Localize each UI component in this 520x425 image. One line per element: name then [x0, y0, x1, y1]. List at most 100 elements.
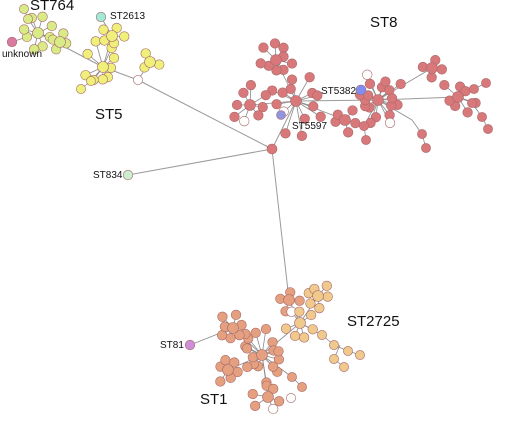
st1-node [234, 329, 245, 341]
tree-labels: ST764 ST8 ST5 ST2725 ST1 ST2613 unknown … [2, 0, 400, 408]
st8-node [467, 98, 477, 108]
st8-node [417, 61, 428, 73]
st1-node-hub [227, 322, 239, 334]
st2725-node [321, 280, 332, 291]
st8-node [312, 90, 323, 101]
tree-edge [377, 99, 413, 121]
st8-node-hub [339, 114, 351, 126]
st834-node [122, 169, 134, 181]
st2613-node [95, 11, 107, 23]
st8-node [286, 58, 298, 69]
st8-node [343, 127, 354, 138]
st764-node [46, 20, 57, 32]
st5-node [76, 84, 86, 94]
st5-node [154, 59, 165, 70]
st8-node-hub [426, 62, 438, 74]
st5-node [90, 36, 101, 47]
st8-node [296, 130, 308, 141]
st1-node [247, 352, 258, 363]
st1-node [286, 393, 296, 403]
st1-node [297, 382, 307, 392]
st2725-node [329, 354, 339, 364]
st1-node [250, 327, 261, 338]
st8-node [304, 72, 315, 83]
tree-edge [295, 100, 303, 136]
st8-node [278, 42, 289, 53]
cluster-label-st5: ST5 [95, 106, 123, 123]
st8-node [417, 129, 427, 139]
node-label-unknown: unknown [2, 49, 42, 60]
st1-node [294, 295, 305, 306]
st5-node [97, 74, 108, 85]
st8-node [255, 58, 266, 69]
cluster-label-st8: ST8 [370, 14, 398, 31]
st8-node [258, 42, 269, 53]
st5-node [86, 76, 96, 86]
cluster-label-st2725: ST2725 [347, 313, 400, 330]
st1-node [250, 400, 261, 411]
st8-node [395, 78, 406, 90]
st764-node [19, 24, 30, 35]
st764-node [19, 4, 29, 14]
st2725-node [294, 306, 305, 317]
st1-node [273, 346, 284, 357]
st2725-node [329, 340, 339, 350]
st8-node [260, 90, 271, 101]
st8-node [286, 74, 298, 85]
st1-node [260, 323, 272, 335]
st2725-node [305, 298, 316, 309]
st8-node [257, 101, 268, 113]
st8-node [350, 118, 361, 129]
edge-central-st5 [137, 79, 273, 150]
st1-node-hub [262, 391, 274, 403]
st1-node-hub [283, 294, 295, 306]
st8-node [239, 116, 250, 127]
st1-node [217, 311, 228, 322]
st8-node [253, 110, 264, 121]
st8-node [285, 83, 296, 95]
cluster-label-st764: ST764 [30, 0, 74, 14]
st8-node-hub [270, 54, 282, 66]
st1-node [268, 383, 279, 394]
st8-node [469, 84, 479, 94]
st1-node [230, 309, 242, 320]
st8-node [426, 72, 437, 83]
st2725-node [306, 309, 317, 321]
st1-node [287, 372, 297, 382]
node-label-st81: ST81 [160, 340, 184, 351]
st1-node-hub [256, 349, 268, 361]
st2725-node [317, 330, 327, 340]
st8-node [439, 79, 450, 91]
st2725-node [343, 346, 353, 356]
st8-node [359, 121, 369, 131]
st2725-node [307, 324, 318, 335]
st764-node-hub [54, 36, 66, 48]
st1-node [267, 361, 279, 372]
st1-node [242, 361, 253, 373]
st5-node-hub [144, 56, 156, 68]
st2725-node [339, 362, 349, 372]
edge-central-st8 [271, 100, 297, 150]
st8-node-hub [452, 91, 464, 103]
st1-node [247, 388, 258, 400]
st1-node-hub [222, 364, 234, 376]
st1-node [220, 354, 231, 366]
st5597-node [276, 110, 286, 120]
st5-node [98, 24, 109, 35]
st8-node [347, 105, 358, 116]
st5-node [119, 31, 130, 42]
st8-node [315, 111, 326, 122]
st8-node-hub [372, 94, 384, 106]
edge-st2725-st1 [261, 322, 301, 356]
st8-node-hub [290, 95, 302, 107]
st764-node [29, 44, 40, 55]
edge-central-st834 [127, 148, 273, 176]
st8-node [238, 87, 249, 98]
unknown-node [6, 36, 18, 48]
st8-node [362, 69, 373, 80]
st8-node [229, 111, 240, 122]
st2725-node [289, 330, 301, 342]
st8-node [483, 124, 493, 134]
cluster-label-st1: ST1 [200, 391, 228, 408]
